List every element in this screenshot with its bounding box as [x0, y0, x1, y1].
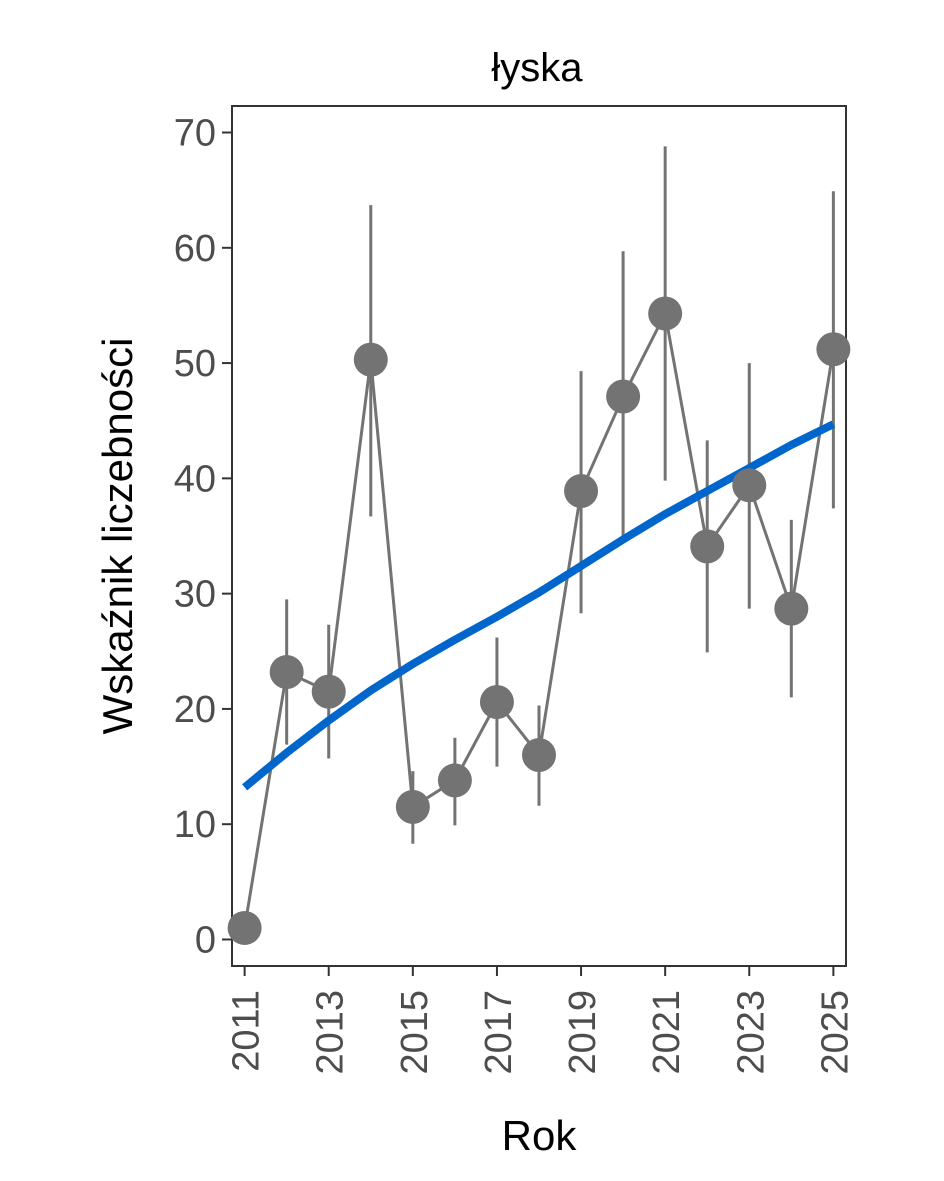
x-tick-label: 2013 [310, 990, 352, 1075]
chart-title: łyska [491, 46, 583, 90]
data-point [564, 474, 599, 509]
x-tick-label: 2011 [226, 990, 268, 1072]
y-tick-label: 50 [174, 343, 216, 385]
data-point [479, 685, 514, 720]
y-axis: 0 10 20 30 40 50 60 70 [174, 113, 232, 961]
x-tick-label: 2019 [562, 990, 604, 1075]
y-tick-label: 0 [195, 919, 216, 961]
y-tick-label: 70 [174, 113, 216, 155]
y-tick-label: 60 [174, 228, 216, 270]
data-point [690, 529, 725, 564]
x-tick-label: 2015 [394, 990, 436, 1075]
data-point [227, 910, 262, 945]
plot-panel [231, 105, 847, 967]
data-point [648, 296, 683, 331]
x-tick-label: 2025 [814, 990, 856, 1075]
data-point [774, 591, 809, 626]
x-axis: 2011 2013 2015 2017 2019 2021 2023 2025 [226, 966, 856, 1075]
observed-line [243, 308, 835, 929]
y-axis-label: Wskaźnik liczebności [94, 338, 141, 735]
data-point [353, 342, 388, 377]
y-tick-label: 20 [174, 689, 216, 731]
data-point [732, 468, 767, 503]
x-axis-label: Rok [502, 1112, 578, 1159]
x-tick-label: 2017 [478, 990, 520, 1075]
x-tick-label: 2023 [730, 990, 772, 1075]
y-tick-label: 30 [174, 574, 216, 616]
data-point [437, 763, 472, 798]
data-points [227, 296, 851, 945]
data-point [816, 332, 851, 367]
x-tick-label: 2021 [646, 990, 688, 1075]
data-point [395, 789, 430, 824]
observed-series [243, 308, 835, 929]
data-point [269, 655, 304, 690]
y-tick-label: 40 [174, 458, 216, 500]
data-point [522, 738, 556, 773]
y-tick-label: 10 [174, 804, 216, 846]
data-point [606, 379, 641, 414]
data-point [311, 674, 346, 709]
